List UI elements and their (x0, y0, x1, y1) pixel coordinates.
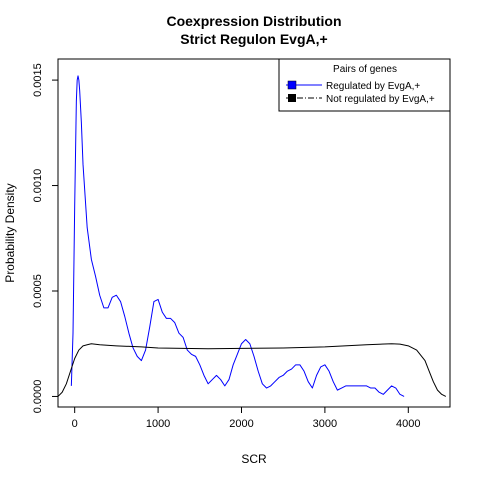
legend: Pairs of genes Regulated by EvgA,+ Not r… (278, 58, 451, 112)
series-line-not-regulated (58, 343, 447, 397)
y-tick-label: 0.0010 (32, 169, 44, 203)
y-axis: 0.0000 0.0005 0.0010 0.0015 (32, 63, 58, 413)
y-tick-label: 0.0005 (32, 274, 44, 308)
x-tick-label: 1000 (146, 418, 170, 430)
y-tick-label: 0.0015 (32, 63, 44, 97)
legend-label-regulated: Regulated by EvgA,+ (326, 81, 420, 92)
legend-label-not-regulated: Not regulated by EvgA,+ (326, 94, 435, 105)
series-line-regulated (70, 75, 405, 397)
x-tick-label: 3000 (313, 418, 337, 430)
x-tick-label: 4000 (396, 418, 420, 430)
x-tick-label: 0 (72, 418, 78, 430)
chart-title-line1: Coexpression Distribution (166, 13, 341, 29)
chart-title-line2: Strict Regulon EvgA,+ (180, 31, 327, 47)
x-axis-label: SCR (241, 452, 267, 466)
y-tick-label: 0.0000 (32, 380, 44, 414)
plot-frame (57, 58, 451, 408)
legend-title: Pairs of genes (333, 64, 397, 75)
x-tick-label: 2000 (229, 418, 253, 430)
x-axis: 0 1000 2000 3000 4000 (72, 407, 421, 430)
legend-swatch-not-regulated (288, 94, 296, 102)
y-axis-label: Probability Density (3, 183, 17, 282)
legend-swatch-regulated (287, 80, 297, 90)
